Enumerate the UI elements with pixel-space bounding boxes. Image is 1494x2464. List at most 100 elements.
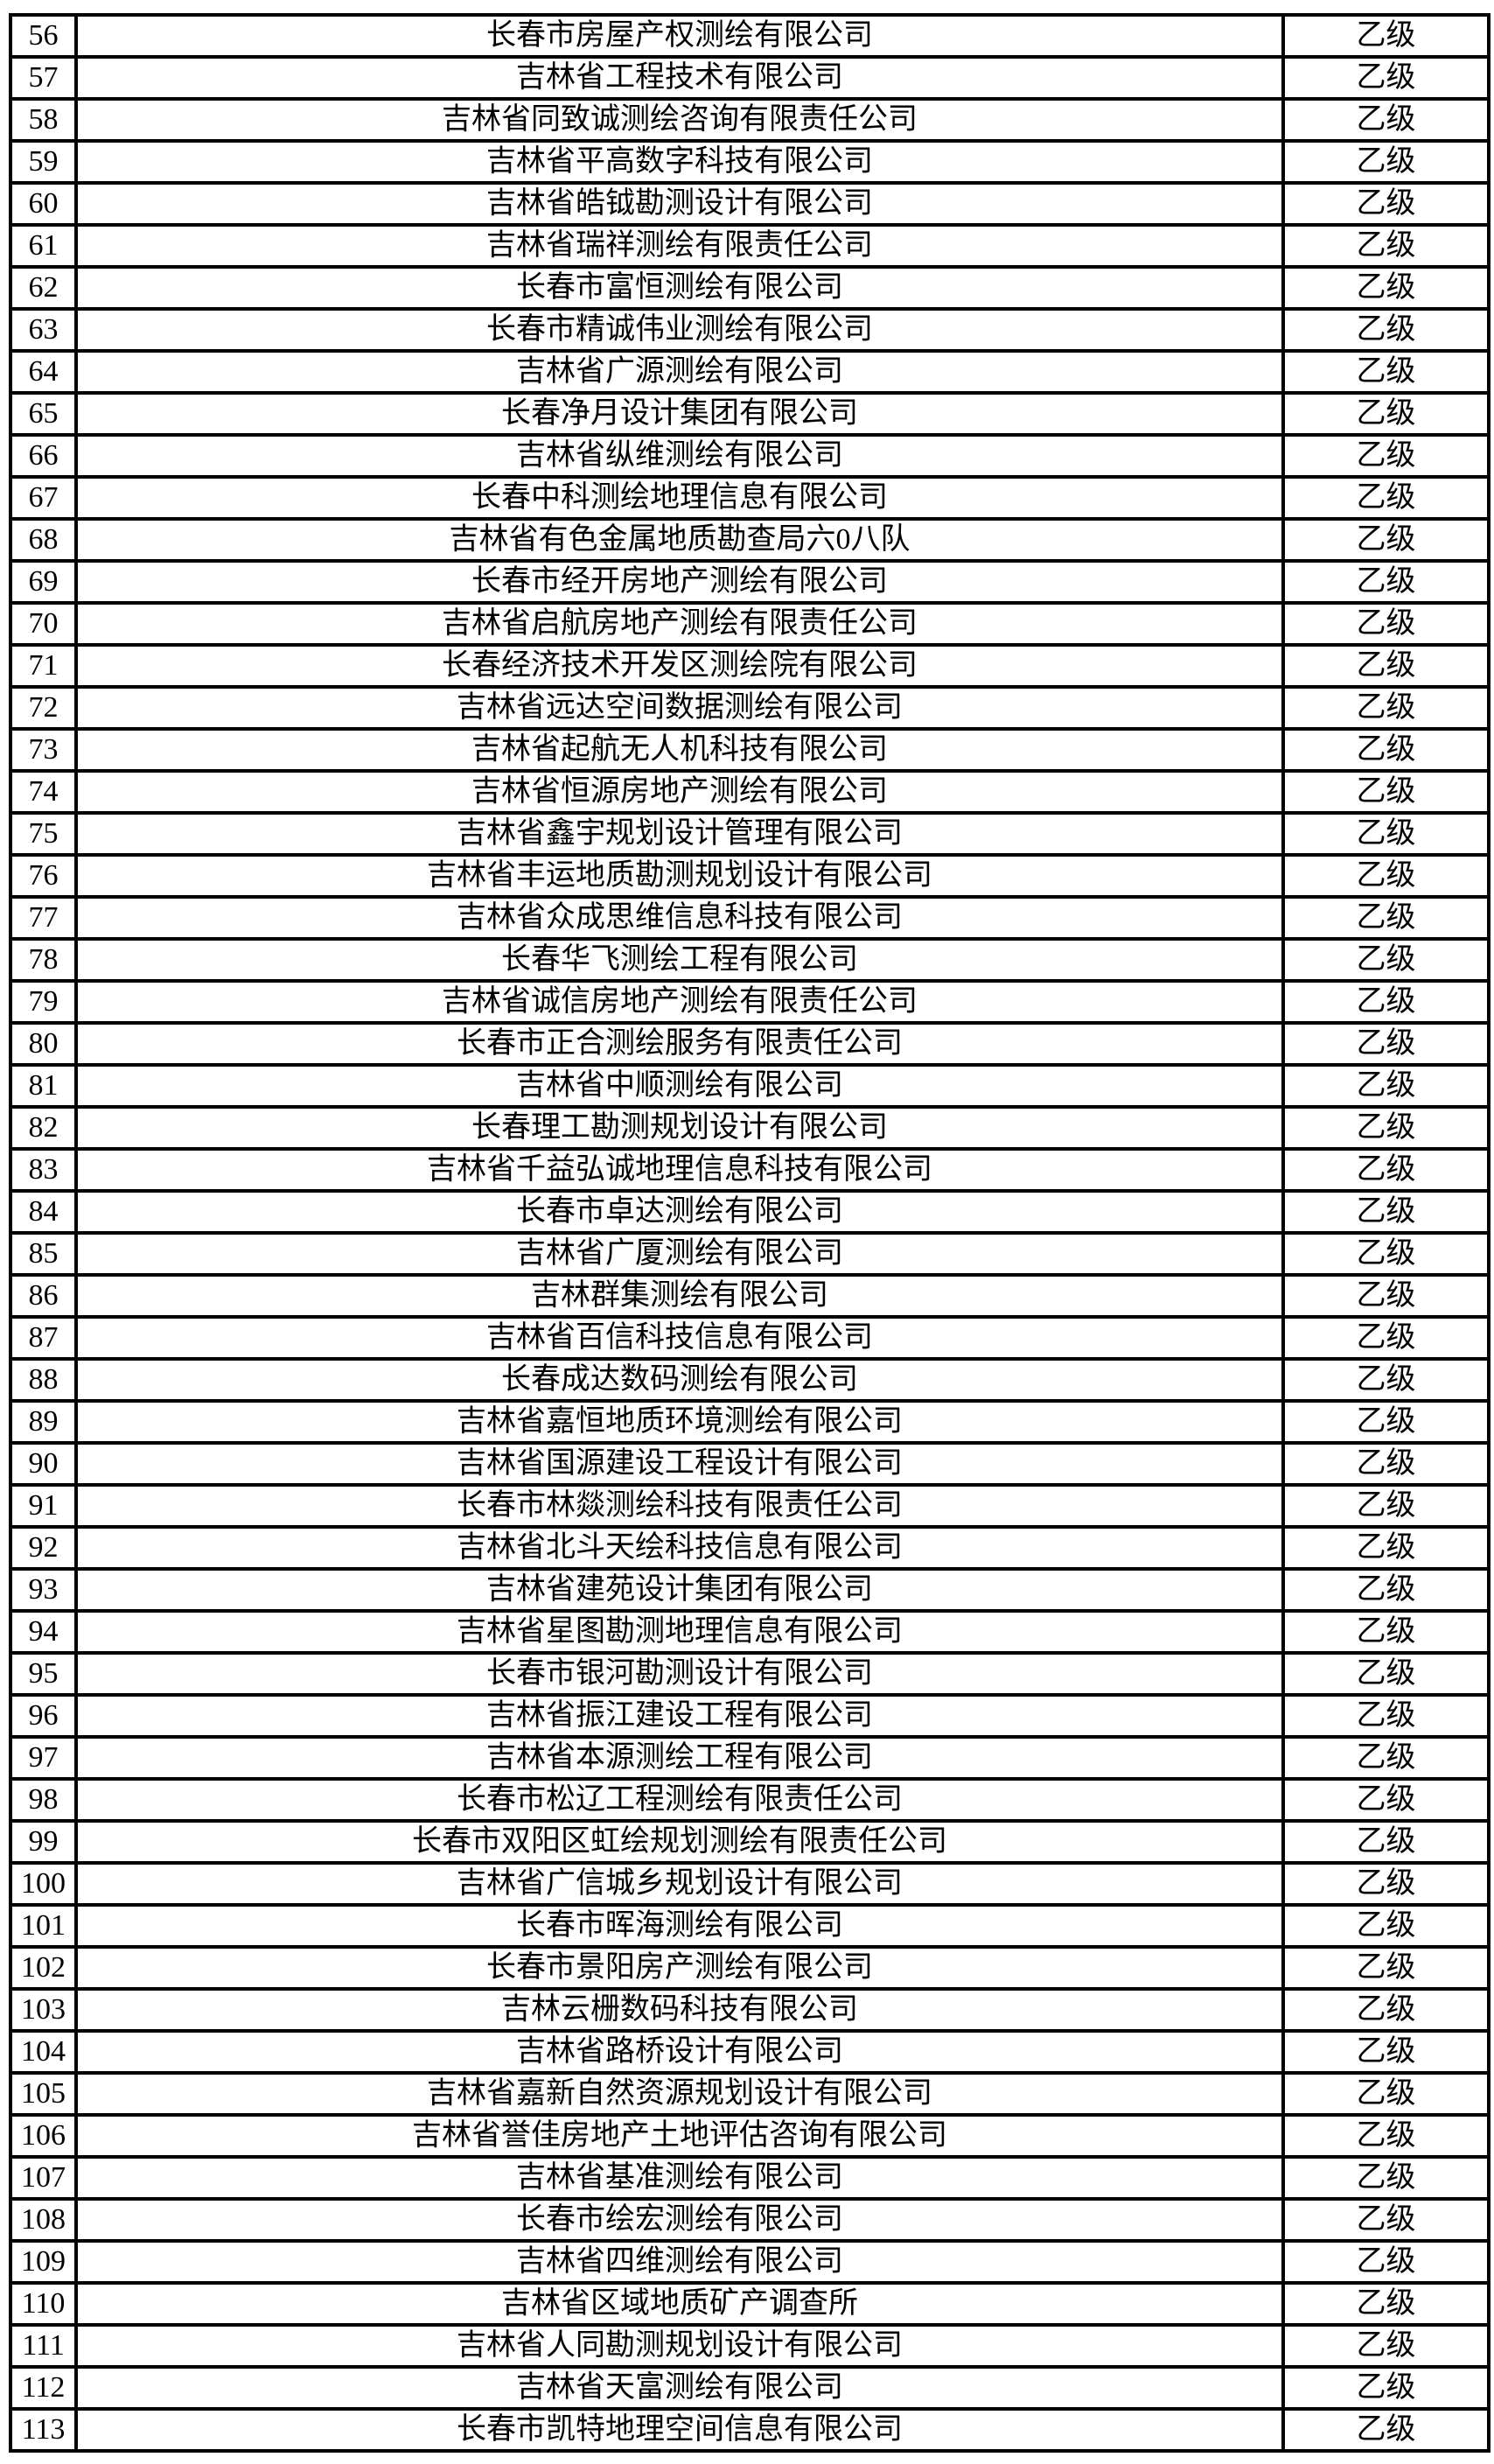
company-name-cell: 吉林云栅数码科技有限公司	[74, 1987, 1285, 2033]
grade-cell: 乙级	[1281, 391, 1491, 437]
table-row: 97 吉林省本源测绘工程有限公司 乙级	[9, 1735, 1491, 1781]
grade-cell: 乙级	[1281, 2365, 1491, 2411]
company-name-cell: 吉林省丰运地质勘测规划设计有限公司	[74, 853, 1285, 899]
grade-cell: 乙级	[1281, 811, 1491, 857]
table-row: 72 吉林省远达空间数据测绘有限公司 乙级	[9, 685, 1491, 731]
company-name-cell: 吉林群集测绘有限公司	[74, 1273, 1285, 1319]
table-row: 60 吉林省皓钺勘测设计有限公司 乙级	[9, 181, 1491, 227]
company-name-cell: 长春净月设计集团有限公司	[74, 391, 1285, 437]
table-row: 71 长春经济技术开发区测绘院有限公司 乙级	[9, 643, 1491, 689]
company-name-cell: 吉林省区域地质矿产调查所	[74, 2281, 1285, 2327]
grade-cell: 乙级	[1281, 1021, 1491, 1067]
table-row: 88 长春成达数码测绘有限公司 乙级	[9, 1357, 1491, 1403]
grade-cell: 乙级	[1281, 2323, 1491, 2369]
company-name-cell: 长春华飞测绘工程有限公司	[74, 937, 1285, 983]
grade-cell: 乙级	[1281, 2113, 1491, 2159]
grade-cell: 乙级	[1281, 1273, 1491, 1319]
grade-cell: 乙级	[1281, 349, 1491, 395]
row-number-cell: 108	[9, 2197, 78, 2243]
company-name-cell: 吉林省平高数字科技有限公司	[74, 139, 1285, 185]
company-name-cell: 长春市绘宏测绘有限公司	[74, 2197, 1285, 2243]
company-name-cell: 长春市松辽工程测绘有限责任公司	[74, 1777, 1285, 1823]
row-number-cell: 58	[9, 97, 78, 143]
table-row: 76 吉林省丰运地质勘测规划设计有限公司 乙级	[9, 853, 1491, 899]
table-row: 99 长春市双阳区虹绘规划测绘有限责任公司 乙级	[9, 1819, 1491, 1865]
company-name-cell: 长春市银河勘测设计有限公司	[74, 1651, 1285, 1697]
table-row: 108 长春市绘宏测绘有限公司 乙级	[9, 2197, 1491, 2243]
grade-cell: 乙级	[1281, 769, 1491, 815]
table-row: 89 吉林省嘉恒地质环境测绘有限公司 乙级	[9, 1399, 1491, 1445]
company-name-cell: 长春中科测绘地理信息有限公司	[74, 475, 1285, 521]
table-row: 59 吉林省平高数字科技有限公司 乙级	[9, 139, 1491, 185]
table-row: 68 吉林省有色金属地质勘查局六0八队 乙级	[9, 517, 1491, 563]
table-row: 77 吉林省众成思维信息科技有限公司 乙级	[9, 895, 1491, 941]
table-row: 109 吉林省四维测绘有限公司 乙级	[9, 2239, 1491, 2285]
grade-cell: 乙级	[1281, 223, 1491, 269]
company-name-cell: 吉林省工程技术有限公司	[74, 55, 1285, 101]
company-name-cell: 吉林省皓钺勘测设计有限公司	[74, 181, 1285, 227]
surveying-company-table: 56 长春市房屋产权测绘有限公司 乙级 57 吉林省工程技术有限公司 乙级 58…	[9, 13, 1491, 2453]
table-row: 56 长春市房屋产权测绘有限公司 乙级	[9, 13, 1491, 59]
row-number-cell: 92	[9, 1525, 78, 1571]
row-number-cell: 113	[9, 2407, 78, 2453]
grade-cell: 乙级	[1281, 2155, 1491, 2201]
table-row: 83 吉林省千益弘诚地理信息科技有限公司 乙级	[9, 1147, 1491, 1193]
row-number-cell: 64	[9, 349, 78, 395]
company-name-cell: 吉林省广厦测绘有限公司	[74, 1231, 1285, 1277]
table-row: 84 长春市卓达测绘有限公司 乙级	[9, 1189, 1491, 1235]
company-name-cell: 长春经济技术开发区测绘院有限公司	[74, 643, 1285, 689]
grade-cell: 乙级	[1281, 643, 1491, 689]
table-row: 86 吉林群集测绘有限公司 乙级	[9, 1273, 1491, 1319]
row-number-cell: 71	[9, 643, 78, 689]
table-row: 100 吉林省广信城乡规划设计有限公司 乙级	[9, 1861, 1491, 1907]
table-row: 102 长春市景阳房产测绘有限公司 乙级	[9, 1945, 1491, 1991]
row-number-cell: 61	[9, 223, 78, 269]
table-row: 78 长春华飞测绘工程有限公司 乙级	[9, 937, 1491, 983]
grade-cell: 乙级	[1281, 55, 1491, 101]
company-name-cell: 长春市卓达测绘有限公司	[74, 1189, 1285, 1235]
table-row: 81 吉林省中顺测绘有限公司 乙级	[9, 1063, 1491, 1109]
row-number-cell: 56	[9, 13, 78, 59]
company-name-cell: 吉林省星图勘测地理信息有限公司	[74, 1609, 1285, 1655]
company-name-cell: 吉林省启航房地产测绘有限责任公司	[74, 601, 1285, 647]
grade-cell: 乙级	[1281, 601, 1491, 647]
row-number-cell: 76	[9, 853, 78, 899]
grade-cell: 乙级	[1281, 1693, 1491, 1739]
table-row: 105 吉林省嘉新自然资源规划设计有限公司 乙级	[9, 2071, 1491, 2117]
grade-cell: 乙级	[1281, 2281, 1491, 2327]
row-number-cell: 75	[9, 811, 78, 857]
table-row: 110 吉林省区域地质矿产调查所 乙级	[9, 2281, 1491, 2327]
grade-cell: 乙级	[1281, 1609, 1491, 1655]
company-name-cell: 长春市景阳房产测绘有限公司	[74, 1945, 1285, 1991]
row-number-cell: 67	[9, 475, 78, 521]
company-name-cell: 长春市双阳区虹绘规划测绘有限责任公司	[74, 1819, 1285, 1865]
company-name-cell: 吉林省恒源房地产测绘有限公司	[74, 769, 1285, 815]
table-row: 106 吉林省誉佳房地产土地评估咨询有限公司 乙级	[9, 2113, 1491, 2159]
grade-cell: 乙级	[1281, 1651, 1491, 1697]
company-name-cell: 长春市富恒测绘有限公司	[74, 265, 1285, 311]
table-row: 87 吉林省百信科技信息有限公司 乙级	[9, 1315, 1491, 1361]
table-row: 67 长春中科测绘地理信息有限公司 乙级	[9, 475, 1491, 521]
row-number-cell: 81	[9, 1063, 78, 1109]
company-name-cell: 吉林省纵维测绘有限公司	[74, 433, 1285, 479]
grade-cell: 乙级	[1281, 1189, 1491, 1235]
grade-cell: 乙级	[1281, 1315, 1491, 1361]
grade-cell: 乙级	[1281, 1063, 1491, 1109]
table-row: 66 吉林省纵维测绘有限公司 乙级	[9, 433, 1491, 479]
company-name-cell: 吉林省起航无人机科技有限公司	[74, 727, 1285, 773]
grade-cell: 乙级	[1281, 853, 1491, 899]
grade-cell: 乙级	[1281, 517, 1491, 563]
company-name-cell: 长春成达数码测绘有限公司	[74, 1357, 1285, 1403]
table-row: 82 长春理工勘测规划设计有限公司 乙级	[9, 1105, 1491, 1151]
row-number-cell: 97	[9, 1735, 78, 1781]
table-row: 96 吉林省振江建设工程有限公司 乙级	[9, 1693, 1491, 1739]
company-name-cell: 长春市林燚测绘科技有限责任公司	[74, 1483, 1285, 1529]
table-body: 56 长春市房屋产权测绘有限公司 乙级 57 吉林省工程技术有限公司 乙级 58…	[9, 13, 1491, 2453]
row-number-cell: 73	[9, 727, 78, 773]
company-name-cell: 吉林省基准测绘有限公司	[74, 2155, 1285, 2201]
company-name-cell: 吉林省众成思维信息科技有限公司	[74, 895, 1285, 941]
company-name-cell: 吉林省国源建设工程设计有限公司	[74, 1441, 1285, 1487]
table-row: 94 吉林省星图勘测地理信息有限公司 乙级	[9, 1609, 1491, 1655]
row-number-cell: 66	[9, 433, 78, 479]
company-name-cell: 吉林省同致诚测绘咨询有限责任公司	[74, 97, 1285, 143]
